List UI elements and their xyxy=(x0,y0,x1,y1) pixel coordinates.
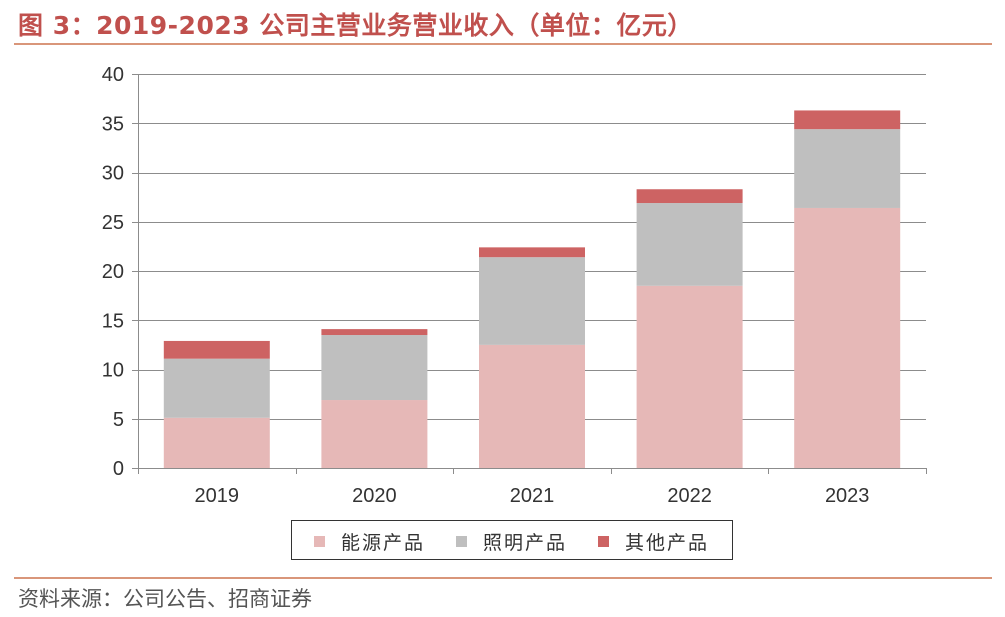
legend-label-other: 其他产品 xyxy=(625,531,710,554)
legend: 能源产品 照明产品 其他产品 xyxy=(291,520,733,560)
footer-divider xyxy=(14,577,992,579)
y-tick-label: 20 xyxy=(102,261,124,283)
bar-segment-2022-1 xyxy=(636,203,743,286)
legend-label-lighting: 照明产品 xyxy=(483,531,568,554)
y-tick-label: 35 xyxy=(102,113,124,135)
y-tick-label: 15 xyxy=(102,310,124,332)
legend-swatch-lighting xyxy=(456,535,467,547)
y-tick-label: 10 xyxy=(102,360,124,382)
x-tick-labels: 2019 2020 2021 2022 2023 xyxy=(195,485,870,507)
x-tick-label: 2019 xyxy=(195,485,240,507)
bar-segment-2021-2 xyxy=(479,247,585,258)
bars xyxy=(163,110,901,468)
bar-segment-2020-0 xyxy=(321,400,428,468)
bar-segment-2020-1 xyxy=(321,335,428,401)
y-tick-label: 0 xyxy=(113,458,124,480)
bar-segment-2019-2 xyxy=(163,340,270,359)
bar-segment-2021-0 xyxy=(479,344,585,468)
x-tick-label: 2022 xyxy=(667,485,712,507)
source-note: 资料来源：公司公告、招商证券 xyxy=(18,587,312,611)
legend-item-lighting: 照明产品 xyxy=(456,521,567,561)
bar-segment-2021-1 xyxy=(479,257,585,345)
bar-segment-2020-2 xyxy=(321,329,428,336)
bar-segment-2019-1 xyxy=(163,358,270,418)
y-tick-label: 5 xyxy=(113,409,124,431)
bar-segment-2023-1 xyxy=(794,129,901,208)
y-tick-label: 40 xyxy=(102,64,124,86)
bar-segment-2023-2 xyxy=(794,110,901,130)
x-tick-label: 2020 xyxy=(352,485,397,507)
title-divider xyxy=(14,43,992,45)
y-tick-label: 30 xyxy=(102,163,124,185)
axes xyxy=(138,74,927,474)
bar-segment-2022-2 xyxy=(636,189,743,204)
legend-label-energy: 能源产品 xyxy=(341,531,426,554)
legend-swatch-other xyxy=(598,535,609,547)
x-tick-label: 2023 xyxy=(825,485,870,507)
legend-item-energy: 能源产品 xyxy=(314,521,425,561)
y-tick-label: 25 xyxy=(102,212,124,234)
bar-segment-2019-0 xyxy=(163,417,270,468)
x-tick-label: 2021 xyxy=(510,485,555,507)
y-tick-labels: 0 5 10 15 20 25 30 35 40 xyxy=(102,64,124,480)
legend-item-other: 其他产品 xyxy=(598,521,709,561)
bar-segment-2023-0 xyxy=(794,207,901,468)
legend-swatch-energy xyxy=(314,535,325,547)
bar-segment-2022-0 xyxy=(636,285,743,468)
chart-title: 图 3：2019-2023 公司主营业务营业收入（单位：亿元） xyxy=(18,11,693,40)
